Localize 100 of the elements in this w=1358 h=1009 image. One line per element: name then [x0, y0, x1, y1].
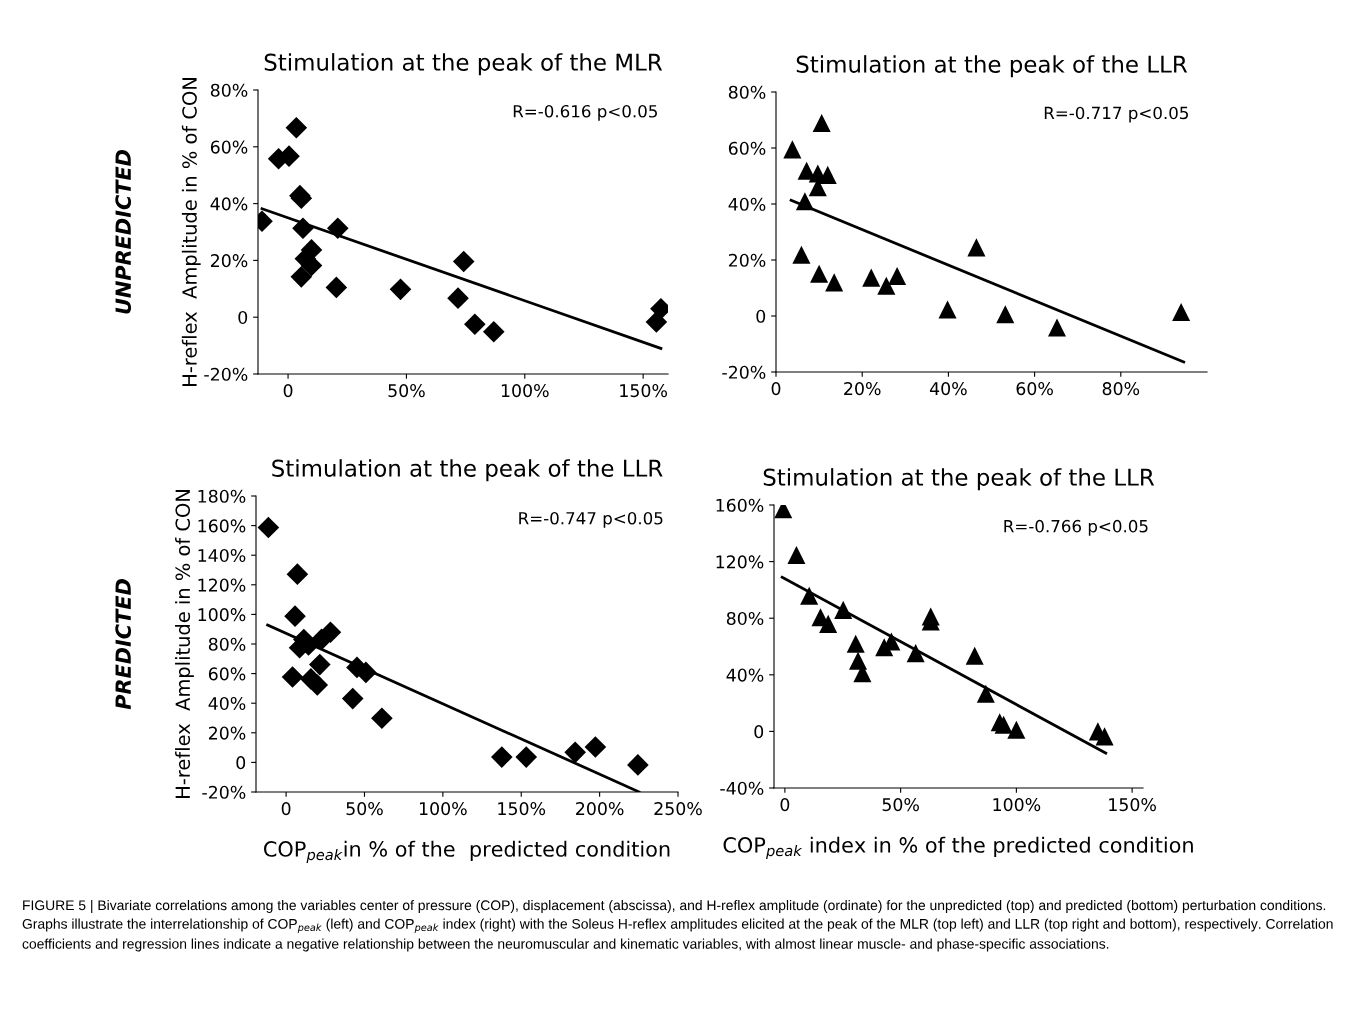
text: PREDICTED: [115, 579, 132, 710]
x-axis-title: COP$_{peak}$in % of the predicted condition: [264, 840, 670, 864]
x-tick-label: 150%: [620, 384, 667, 398]
point: [938, 300, 957, 319]
y-tick-label: 0: [754, 725, 764, 739]
y-tick-label: 120%: [198, 578, 246, 592]
y-tick-label: 60%: [208, 667, 246, 681]
point: [300, 239, 323, 261]
annotation: R=-0.717 p<0.05: [1044, 106, 1188, 123]
point: [627, 754, 649, 776]
point: [834, 600, 853, 619]
point: [1095, 727, 1114, 746]
y-axis-title: H-reflex Amplitude in % of CON: [175, 490, 194, 798]
point: [306, 674, 329, 696]
point: [309, 653, 331, 676]
point: [976, 684, 995, 703]
x-tick-label: 0: [771, 382, 781, 396]
point: [292, 217, 314, 240]
annotation: R=-0.747 p<0.05: [519, 511, 663, 528]
x-tick-label: 250%: [654, 802, 702, 816]
y-tick-label: 80%: [210, 83, 248, 97]
point: [787, 545, 806, 564]
y-tick-label: -20%: [722, 365, 766, 379]
y-tick-label: 60%: [728, 141, 766, 155]
point: [281, 666, 304, 688]
x-tick-label: 40%: [929, 382, 967, 396]
caption: FIGURE 5 | Bivariate correlations among the variables center of pressure (COP), displacement (abscissa), and H-reflex amplitude (ordinate) for the unpredicted (top) and predicted (bottom) perturbation conditions. Graphs illustrate the interrelationship of COP$_{peak}$ (left) and COP$_{peak}$ index (right) with the Soleus H-reflex amplitudes elicited at the peak of the MLR (top left) and LLR (top right and bottom), respectively. Correlation coefficients and regression lines indicate a negative relationship between the neuromuscular and kinematic variables, with almost linear muscle- and phase-specific associations.: [22, 900, 1333, 952]
point: [452, 250, 475, 273]
point: [257, 516, 280, 539]
point: [389, 278, 412, 301]
x-tick-label: 100%: [419, 802, 467, 816]
y-tick-label: 100%: [198, 608, 246, 622]
point: [341, 687, 364, 710]
y-tick-label: 0: [236, 756, 246, 770]
point: [1047, 318, 1067, 337]
point: [888, 266, 907, 285]
x-tick-label: 150%: [498, 802, 546, 816]
point: [319, 621, 342, 644]
y-tick-label: 0: [756, 309, 766, 323]
point: [515, 746, 538, 768]
y-tick-label: 80%: [726, 611, 764, 626]
y-tick-label: 40%: [208, 696, 246, 711]
y-tick-label: 180%: [198, 489, 246, 503]
y-tick-label: 80%: [728, 85, 766, 99]
point: [800, 586, 819, 605]
point: [355, 661, 377, 684]
x-tick-label: 80%: [1102, 382, 1140, 396]
x-tick-label: 0: [281, 802, 291, 816]
annotation: R=-0.766 p<0.05: [1004, 519, 1148, 536]
point: [810, 264, 829, 283]
text: UNPREDICTED: [115, 149, 132, 314]
point: [846, 634, 865, 653]
point: [862, 268, 881, 287]
x-tick-label: 50%: [882, 798, 919, 812]
x-tick-label: 0: [780, 798, 790, 812]
y-axis-title: H-reflex Amplitude in % of CON: [181, 78, 201, 386]
annotation: R=-0.616 p<0.05: [513, 104, 657, 121]
x-axis-title: COP$_{peak}$ index in % of the predicted condition: [723, 836, 1193, 860]
point: [371, 707, 393, 730]
point: [812, 114, 831, 133]
point: [994, 715, 1013, 734]
y-tick-label: 40%: [728, 197, 766, 211]
y-tick-label: -20%: [204, 367, 248, 381]
x-tick-label: 150%: [1109, 798, 1156, 812]
chart-title: Stimulation at the peak of the LLR: [272, 459, 663, 482]
y-tick-label: 20%: [210, 254, 248, 268]
chart-title: Stimulation at the peak of the LLR: [796, 55, 1188, 78]
point: [326, 217, 349, 240]
y-tick-label: 160%: [198, 519, 246, 533]
x-tick-label: 0: [283, 384, 293, 398]
y-tick-label: 0: [238, 310, 248, 325]
point: [877, 276, 896, 295]
point: [284, 605, 306, 627]
y-tick-label: 20%: [208, 726, 246, 740]
x-tick-label: 60%: [1016, 382, 1053, 396]
point: [464, 313, 486, 336]
point: [564, 741, 586, 764]
point: [491, 746, 513, 768]
point: [965, 646, 984, 665]
y-tick-label: 160%: [716, 498, 764, 512]
point: [285, 116, 308, 139]
y-tick-label: 80%: [208, 637, 246, 651]
point: [325, 276, 348, 299]
point: [482, 320, 505, 343]
point: [447, 287, 469, 309]
chart-title: Stimulation at the peak of the LLR: [763, 468, 1155, 491]
point: [996, 305, 1015, 324]
x-tick-label: 100%: [501, 384, 549, 398]
y-tick-label: 40%: [726, 668, 764, 682]
point: [783, 140, 802, 159]
point: [906, 644, 925, 663]
point: [290, 266, 313, 288]
y-tick-label: -20%: [202, 785, 246, 799]
point: [584, 736, 607, 758]
y-tick-label: 40%: [210, 197, 248, 211]
x-tick-label: 20%: [844, 382, 881, 396]
point: [795, 192, 814, 211]
x-tick-label: 200%: [576, 802, 624, 816]
point: [825, 273, 844, 292]
point: [286, 563, 309, 585]
